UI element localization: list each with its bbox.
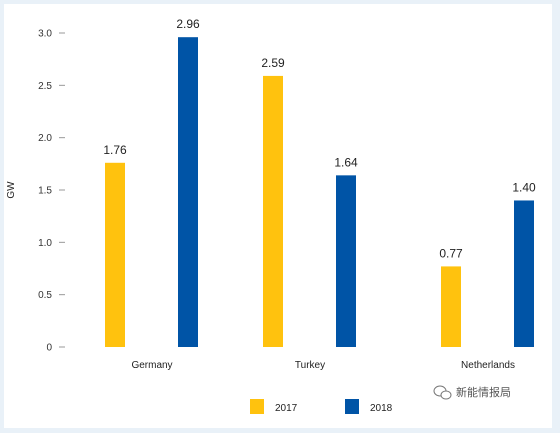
y-tick-label: 1.5 <box>38 186 52 197</box>
category-labels: Germany Turkey Netherlands <box>131 360 515 371</box>
bars: 1.76 2.96 2.59 1.64 0.77 1.40 <box>103 17 536 347</box>
y-axis-label: GW <box>6 181 17 199</box>
legend-label: 2017 <box>275 403 298 414</box>
data-label: 0.77 <box>439 246 463 260</box>
legend: 2017 2018 <box>250 399 393 414</box>
wechat-icon <box>433 385 452 400</box>
bar-2017-netherlands <box>441 266 461 347</box>
data-label: 1.40 <box>512 180 536 194</box>
y-tick-label: 1.0 <box>38 238 52 249</box>
bar-2018-germany <box>178 37 198 347</box>
y-tick-label: 0 <box>46 343 52 354</box>
watermark-text: 新能情报局 <box>456 385 511 399</box>
bar-2018-netherlands <box>514 200 534 347</box>
y-tick-label: 2.5 <box>38 81 52 92</box>
legend-label: 2018 <box>370 403 393 414</box>
watermark: 新能情报局 <box>433 385 511 400</box>
legend-swatch-2018 <box>345 399 359 414</box>
bar-2017-turkey <box>263 75 283 347</box>
legend-swatch-2017 <box>250 399 264 414</box>
y-tick-label: 2.0 <box>38 133 52 144</box>
y-tick-label: 3.0 <box>38 29 52 40</box>
data-label: 1.76 <box>103 143 127 157</box>
bar-2017-germany <box>105 162 125 347</box>
category-label: Germany <box>131 360 172 371</box>
category-label: Netherlands <box>461 360 515 371</box>
y-axis: 0 0.5 1.0 1.5 2.0 2.5 3.0 <box>38 29 65 354</box>
data-label: 2.59 <box>261 56 285 70</box>
data-label: 2.96 <box>176 17 200 31</box>
category-label: Turkey <box>295 360 325 371</box>
data-label: 1.64 <box>334 155 358 169</box>
bar-2018-turkey <box>336 175 356 347</box>
y-tick-label: 0.5 <box>38 290 52 301</box>
